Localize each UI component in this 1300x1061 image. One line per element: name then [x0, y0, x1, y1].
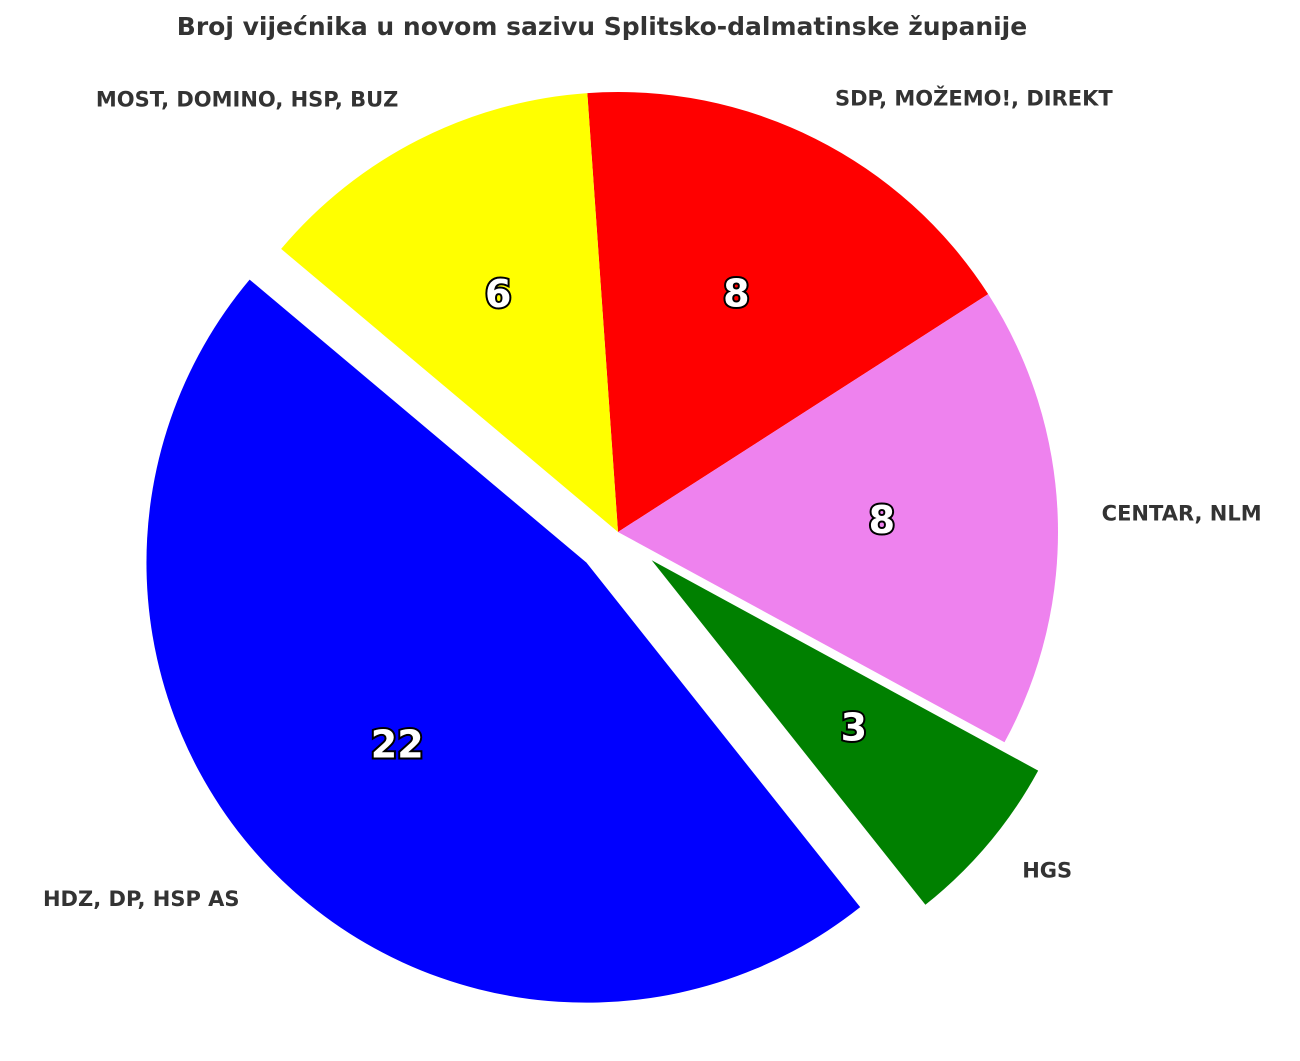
slice-label: HDZ, DP, HSP AS [43, 887, 240, 911]
pie-slice [281, 93, 618, 533]
slice-label: SDP, MOŽEMO!, DIREKT [835, 85, 1113, 110]
slice-label: MOST, DOMINO, HSP, BUZ [96, 88, 399, 112]
slice-label: CENTAR, NLM [1102, 501, 1262, 525]
value-label: 3 [841, 706, 867, 750]
value-label: 8 [723, 272, 749, 316]
pie-slice [146, 279, 861, 1003]
value-label: 6 [485, 272, 511, 316]
value-label: 8 [869, 498, 895, 542]
pie-slice [587, 92, 989, 533]
slice-label: HGS [1022, 859, 1072, 883]
pie-slice [651, 560, 1039, 905]
value-label: 22 [371, 722, 424, 766]
chart-title: Broj vijećnika u novom sazivu Splitsko-d… [177, 12, 1027, 41]
pie-slice [618, 294, 1058, 743]
